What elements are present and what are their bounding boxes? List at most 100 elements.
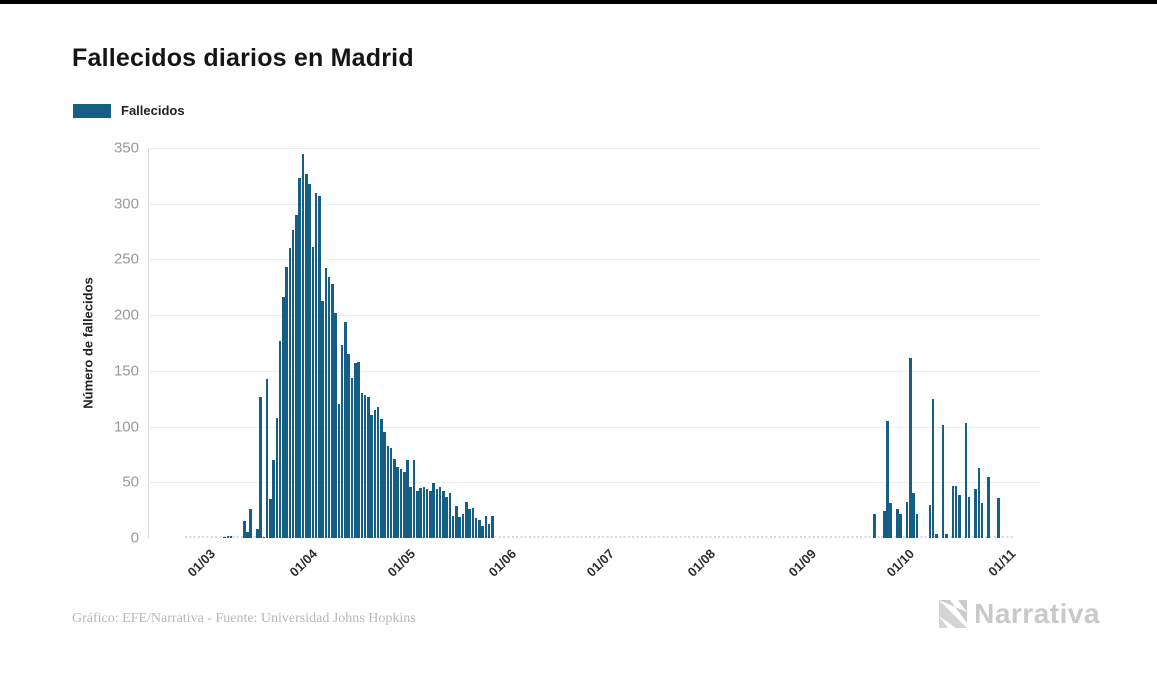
bar[interactable]: [954, 485, 958, 538]
bar[interactable]: [340, 345, 344, 538]
bar[interactable]: [393, 458, 396, 538]
bar[interactable]: [295, 214, 298, 538]
bar[interactable]: [487, 523, 491, 538]
bar[interactable]: [958, 494, 961, 538]
bar[interactable]: [909, 357, 912, 538]
bar[interactable]: [451, 515, 455, 538]
bar[interactable]: [272, 460, 275, 538]
bar[interactable]: [327, 277, 331, 538]
bar[interactable]: [402, 472, 406, 538]
bar[interactable]: [223, 536, 226, 538]
bar[interactable]: [347, 354, 350, 538]
bar[interactable]: [889, 503, 893, 538]
bar[interactable]: [344, 321, 347, 538]
bar[interactable]: [373, 409, 377, 538]
bar[interactable]: [987, 476, 990, 538]
bar[interactable]: [905, 502, 909, 538]
bar[interactable]: [931, 398, 935, 538]
bar[interactable]: [429, 491, 432, 538]
bar[interactable]: [941, 425, 945, 538]
bar[interactable]: [314, 192, 318, 538]
bar[interactable]: [308, 183, 311, 538]
bar[interactable]: [226, 535, 230, 538]
bar[interactable]: [262, 536, 266, 538]
bar[interactable]: [474, 517, 478, 538]
bar[interactable]: [484, 515, 488, 538]
bar[interactable]: [337, 404, 341, 538]
bar[interactable]: [425, 488, 429, 538]
bar[interactable]: [291, 230, 295, 538]
bar[interactable]: [357, 361, 360, 538]
bar[interactable]: [363, 395, 367, 538]
bar[interactable]: [353, 363, 357, 538]
bar[interactable]: [256, 529, 259, 538]
bar[interactable]: [468, 509, 471, 538]
bar[interactable]: [278, 340, 282, 538]
bar[interactable]: [977, 467, 981, 538]
bar[interactable]: [383, 432, 386, 538]
bar[interactable]: [275, 417, 279, 538]
bar[interactable]: [389, 447, 393, 538]
bar[interactable]: [350, 377, 354, 538]
bar[interactable]: [964, 423, 968, 538]
bar[interactable]: [242, 521, 246, 538]
bar[interactable]: [491, 515, 494, 538]
bar[interactable]: [481, 525, 484, 538]
bar[interactable]: [464, 502, 468, 538]
bar[interactable]: [265, 378, 269, 538]
bar[interactable]: [915, 513, 919, 538]
bar[interactable]: [324, 268, 328, 538]
bar[interactable]: [301, 153, 305, 538]
bar[interactable]: [370, 415, 373, 538]
bar[interactable]: [249, 509, 253, 538]
bar[interactable]: [944, 533, 948, 538]
bar[interactable]: [298, 178, 302, 538]
bar[interactable]: [974, 488, 977, 538]
bar[interactable]: [269, 499, 272, 538]
bar[interactable]: [445, 496, 448, 538]
bar[interactable]: [997, 497, 1000, 538]
bar[interactable]: [288, 248, 292, 538]
bar[interactable]: [399, 468, 403, 538]
bar[interactable]: [282, 297, 285, 538]
bar[interactable]: [367, 396, 370, 538]
bar[interactable]: [416, 491, 419, 538]
bar[interactable]: [951, 485, 955, 538]
bar[interactable]: [422, 486, 426, 538]
bar[interactable]: [461, 513, 465, 538]
bar[interactable]: [409, 486, 413, 538]
bar[interactable]: [435, 488, 439, 538]
bar[interactable]: [318, 195, 321, 538]
bar[interactable]: [886, 421, 889, 538]
bar[interactable]: [406, 460, 409, 538]
bar[interactable]: [455, 505, 458, 538]
bar[interactable]: [396, 466, 399, 538]
bar[interactable]: [331, 283, 334, 538]
bar[interactable]: [360, 393, 364, 538]
bar[interactable]: [967, 496, 971, 538]
bar[interactable]: [304, 173, 308, 538]
bar[interactable]: [246, 532, 249, 538]
bar[interactable]: [321, 300, 324, 538]
bar[interactable]: [438, 486, 442, 538]
bar[interactable]: [285, 267, 288, 538]
bar[interactable]: [912, 493, 915, 538]
bar[interactable]: [471, 507, 475, 538]
bar[interactable]: [311, 247, 315, 538]
bar[interactable]: [380, 418, 383, 538]
bar[interactable]: [899, 513, 902, 538]
bar[interactable]: [412, 460, 416, 538]
bar[interactable]: [419, 487, 422, 538]
bar[interactable]: [386, 445, 390, 538]
bar[interactable]: [259, 396, 262, 538]
bar[interactable]: [458, 516, 462, 538]
bar[interactable]: [935, 533, 938, 538]
bar[interactable]: [229, 535, 233, 538]
bar[interactable]: [873, 513, 876, 538]
bar[interactable]: [896, 509, 899, 538]
bar[interactable]: [376, 406, 380, 538]
bar[interactable]: [928, 504, 932, 538]
bar[interactable]: [448, 493, 452, 538]
bar[interactable]: [432, 483, 435, 538]
bar[interactable]: [882, 511, 886, 538]
